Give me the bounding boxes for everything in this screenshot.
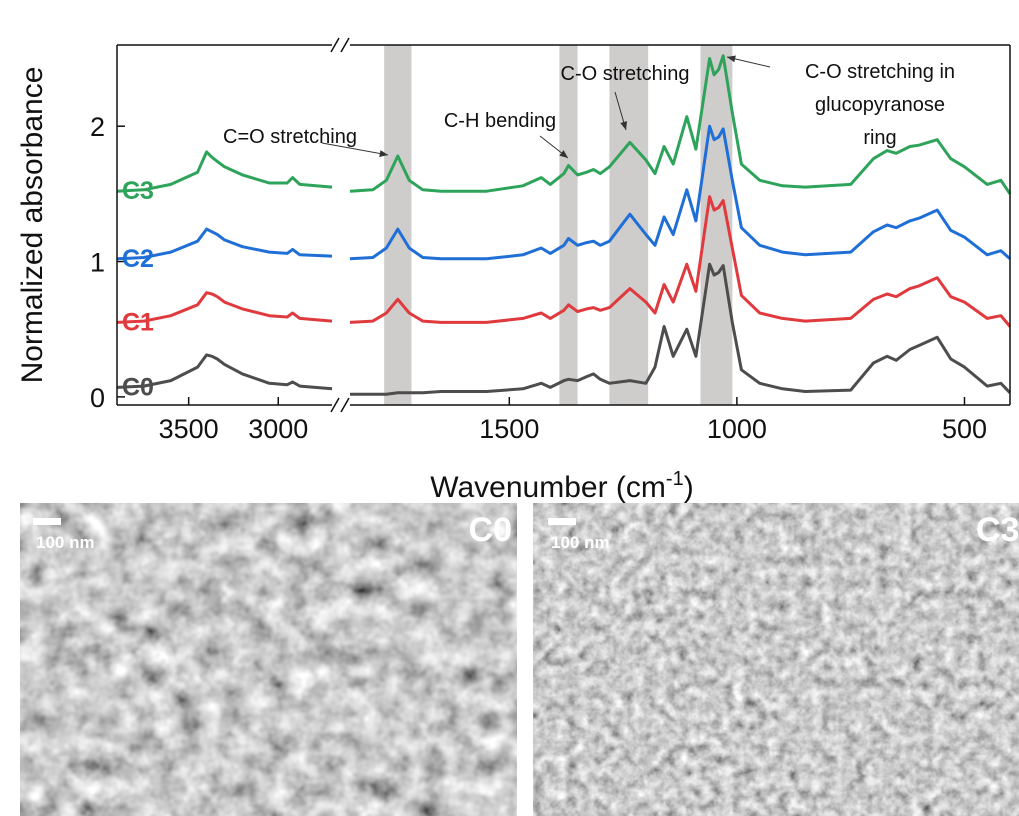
spectrum-line — [116, 353, 333, 391]
arrow-head — [727, 55, 736, 63]
image-label: C0 — [469, 511, 512, 549]
arrow-head — [620, 121, 628, 130]
y-axis-label: Normalized absorbance — [16, 67, 49, 384]
series-label: C3 — [122, 177, 154, 205]
sem-texture — [20, 503, 517, 816]
y-tick-label: 1 — [90, 248, 105, 278]
x-tick-label: 3000 — [248, 414, 308, 444]
sem-texture — [533, 503, 1019, 816]
x-tick-label: 1000 — [707, 414, 767, 444]
band — [384, 45, 412, 405]
x-axis-label: Wavenumber (cm-1) — [430, 468, 693, 504]
x-tick-label: 3500 — [159, 414, 219, 444]
sem-images: 100 nm 100 nm C0 C3 — [20, 503, 1019, 816]
image-label: C3 — [976, 511, 1019, 549]
spectrum-line — [349, 195, 1012, 328]
annotation: C=O stretching — [223, 126, 357, 148]
x-tick-label: 1500 — [479, 414, 539, 444]
x-tick-label: 500 — [942, 414, 987, 444]
annotation: C-O stretching — [561, 63, 690, 85]
annotation: C-H bending — [444, 110, 556, 132]
annotation: C-O stretching in — [805, 61, 955, 83]
scale-label: 100 nm — [36, 533, 95, 552]
arrow-head — [559, 150, 568, 158]
arrow-head — [379, 150, 388, 157]
annotation: ring — [863, 127, 896, 149]
scale-bar — [548, 518, 576, 525]
band — [559, 45, 578, 405]
spectrum-line — [116, 227, 333, 261]
axis-break — [340, 397, 350, 413]
spectrum-line — [116, 291, 333, 324]
axis-break — [330, 37, 340, 53]
spectrum-line — [116, 150, 333, 193]
series-label: C1 — [122, 308, 154, 336]
axis-break — [340, 37, 350, 53]
y-tick-label: 0 — [90, 383, 105, 413]
series-label: C0 — [122, 373, 154, 401]
annotation: glucopyranose — [815, 94, 945, 116]
axis-break — [330, 397, 340, 413]
annotation-arrow — [321, 142, 389, 156]
scale-label: 100 nm — [551, 533, 610, 552]
x-axis-label-suffix: ) — [684, 471, 694, 504]
ftir-chart: 3500 3000 0 1 2 Normalized absorbance C0 C1 C2 C3… — [16, 37, 1012, 504]
spectrum-line — [349, 54, 1012, 195]
y-tick-label: 2 — [90, 112, 105, 142]
series-label: C2 — [122, 245, 154, 273]
x-axis-label-sup: -1 — [666, 468, 684, 490]
band — [609, 45, 649, 405]
spectrum-line — [349, 124, 1011, 261]
spectrum-line — [350, 262, 1012, 396]
x-axis-label-text: Wavenumber (cm — [430, 471, 666, 504]
scale-bar — [33, 518, 61, 525]
